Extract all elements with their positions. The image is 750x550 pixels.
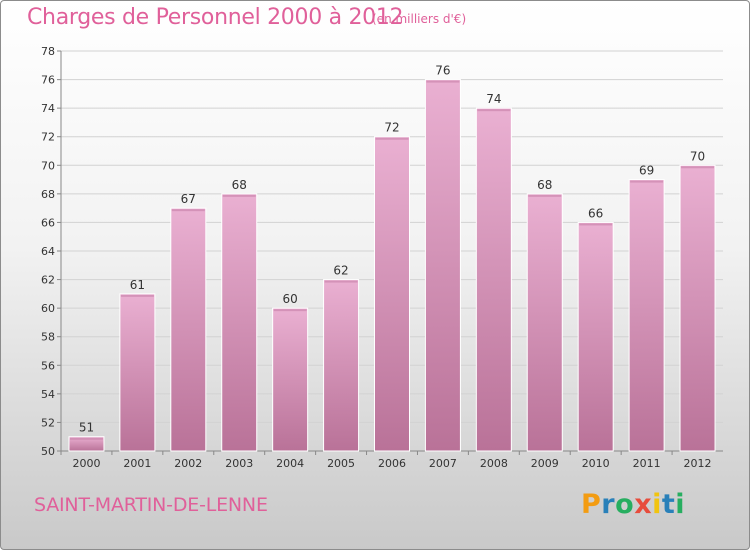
bar-2008 xyxy=(475,107,512,452)
data-label-2005: 62 xyxy=(333,264,348,278)
x-tick-label: 2010 xyxy=(582,457,610,470)
bar-top-edge xyxy=(528,194,562,197)
x-tick-label: 2001 xyxy=(123,457,151,470)
logo-letter: x xyxy=(634,489,653,520)
x-tick-label: 2003 xyxy=(225,457,253,470)
logo-letter: P xyxy=(581,489,602,520)
data-label-2011: 69 xyxy=(639,164,654,178)
y-tick-label: 74 xyxy=(41,102,55,115)
logo-letter: r xyxy=(601,489,616,520)
x-tick-label: 2000 xyxy=(72,457,100,470)
x-tick-label: 2007 xyxy=(429,457,457,470)
bar-top-edge xyxy=(426,80,460,83)
data-label-2000: 51 xyxy=(79,421,94,435)
y-tick-label: 78 xyxy=(41,45,55,58)
data-label-2009: 68 xyxy=(537,178,552,192)
bars xyxy=(68,79,716,452)
y-tick-label: 50 xyxy=(41,445,55,458)
x-tick-label: 2009 xyxy=(531,457,559,470)
y-tick-label: 76 xyxy=(41,74,55,87)
bar-2003 xyxy=(221,193,258,452)
bar-top-edge xyxy=(171,209,205,212)
data-label-2001: 61 xyxy=(130,278,145,292)
logo-letter: t xyxy=(661,489,676,520)
bar-2007 xyxy=(424,79,461,452)
bar-top-edge xyxy=(375,137,409,140)
proxiti-logo: Proxiti xyxy=(581,489,685,520)
bar-top-edge xyxy=(477,109,511,112)
y-tick-label: 52 xyxy=(41,416,55,429)
logo-letter: i xyxy=(675,489,686,520)
data-label-2012: 70 xyxy=(690,149,705,163)
bar-2009 xyxy=(526,193,563,452)
y-tick-label: 62 xyxy=(41,274,55,287)
logo-letter: i xyxy=(652,489,662,520)
bar-2001 xyxy=(119,293,156,452)
bar-2004 xyxy=(272,307,309,452)
bar-2002 xyxy=(170,207,207,452)
y-tick-label: 70 xyxy=(41,159,55,172)
y-tick-label: 66 xyxy=(41,216,55,229)
x-tick-label: 2002 xyxy=(174,457,202,470)
x-tick-label: 2005 xyxy=(327,457,355,470)
bar-top-edge xyxy=(222,194,256,197)
bar-top-edge xyxy=(273,309,307,312)
bar-2010 xyxy=(577,221,614,452)
y-tick-label: 60 xyxy=(41,302,55,315)
data-labels: 51 61 67 68 60 62 72 76 74 68 66 69 70 xyxy=(79,64,705,435)
x-tick-label: 2012 xyxy=(684,457,712,470)
bar-2011 xyxy=(628,179,665,452)
bar-top-edge xyxy=(579,223,613,226)
y-tick-label: 64 xyxy=(41,245,55,258)
y-tick-label: 58 xyxy=(41,331,55,344)
tick-labels: 50 52 54 56 58 60 62 64 66 68 70 72 74 76 78 2000 2001 20… xyxy=(41,45,712,470)
bar-top-edge xyxy=(681,166,715,169)
data-label-2006: 72 xyxy=(384,121,399,135)
x-tick-label: 2006 xyxy=(378,457,406,470)
y-tick-label: 72 xyxy=(41,131,55,144)
data-label-2008: 74 xyxy=(486,92,501,106)
bar-top-edge xyxy=(324,280,358,283)
bar-2012 xyxy=(679,164,716,452)
bar-2005 xyxy=(323,279,360,452)
commune-name: SAINT-MARTIN-DE-LENNE xyxy=(34,494,268,516)
bar-2000 xyxy=(68,436,105,452)
x-tick-label: 2008 xyxy=(480,457,508,470)
bar-top-edge xyxy=(69,437,103,440)
y-tick-label: 54 xyxy=(41,388,55,401)
x-tick-label: 2011 xyxy=(633,457,661,470)
x-tick-label: 2004 xyxy=(276,457,304,470)
data-label-2010: 66 xyxy=(588,206,603,220)
chart-subtitle: (en milliers d'€) xyxy=(372,12,467,26)
y-tick-label: 56 xyxy=(41,359,55,372)
chart-title: Charges de Personnel 2000 à 2012 xyxy=(27,5,404,30)
data-label-2002: 67 xyxy=(181,192,196,206)
data-label-2004: 60 xyxy=(283,292,298,306)
y-tick-label: 68 xyxy=(41,188,55,201)
bar-top-edge xyxy=(120,294,154,297)
logo-letter: o xyxy=(615,489,635,520)
data-label-2003: 68 xyxy=(232,178,247,192)
bar-top-edge xyxy=(630,180,664,183)
bar-2006 xyxy=(374,136,410,452)
data-label-2007: 76 xyxy=(435,64,450,78)
